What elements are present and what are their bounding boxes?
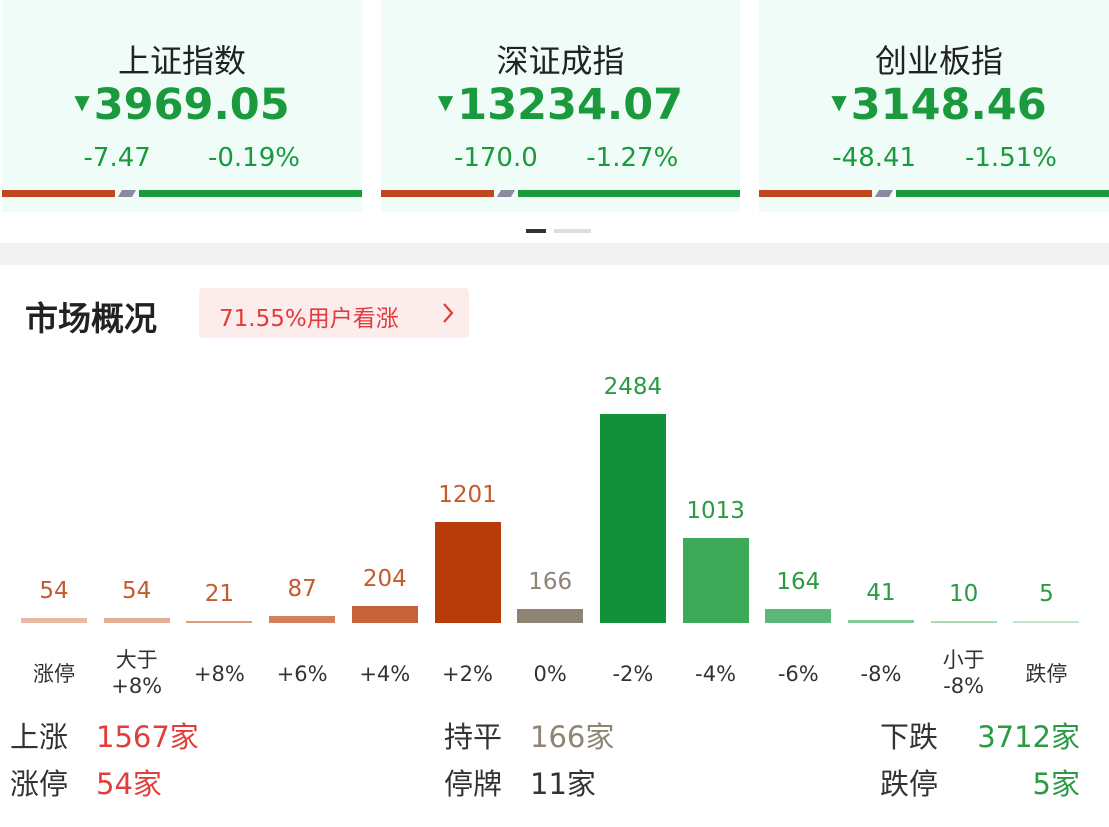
category-label: +2% [442,662,493,686]
index-value: 3148.46 [850,80,1047,130]
page-dot [554,229,591,233]
breadth-up [759,190,872,197]
index-name: 上证指数 [117,42,246,80]
summary-value: 11家 [530,767,596,801]
value-label: 1013 [686,497,745,524]
category-label: -8% [860,662,902,686]
index-pct: -1.51% [964,143,1057,173]
value-label: 5 [1039,581,1054,607]
index-pct: -1.27% [586,143,679,173]
summary-label: 持平 [444,720,503,754]
value-label: 164 [776,569,821,596]
bar [186,621,253,623]
value-label: 204 [362,565,407,592]
bar [269,615,336,623]
value-label: 21 [204,581,235,607]
index-value: 13234.07 [457,80,684,130]
breadth-flat [496,190,516,197]
bar [517,609,584,623]
breadth-flat [874,190,894,197]
category-label: +4% [359,662,411,686]
value-label: 2484 [603,374,663,400]
index-name: 深证成指 [496,42,625,80]
summary-label: 跌停 [880,767,939,801]
bar [682,537,749,623]
index-name: 创业板指 [874,42,1003,80]
breadth-down [896,190,1109,197]
sentiment-badge[interactable]: 71.55%用户看涨 [199,288,469,338]
index-value-row: ▼3969.05 [2,80,362,130]
bar [351,605,418,623]
summary-value: 3712家 [977,720,1080,754]
breadth-down [139,190,362,197]
value-label: 41 [866,579,896,606]
bar [848,619,914,623]
value-label: 1201 [438,481,497,508]
summary-label: 下跌 [880,720,939,754]
category-label: +8% [193,662,245,686]
section-title: 市场概况 [25,299,157,338]
value-label: 10 [949,581,979,607]
summary-label: 上涨 [10,720,69,754]
value-label: 54 [39,578,69,605]
page-dot-active [526,229,546,233]
index-pct: -0.19% [207,143,300,173]
down-arrow: ▼ [74,90,90,114]
summary-label: 涨停 [10,767,69,801]
separator [0,243,1109,265]
breadth-up [381,190,494,197]
category-label: 涨停 [33,662,75,686]
index-value: 3969.05 [93,80,290,130]
index-card[interactable]: 创业板指 ▼3148.46 -48.41 -1.51% [759,0,1109,212]
bar [1013,621,1080,623]
summary-value: 5家 [1032,767,1080,801]
breadth-down [518,190,740,197]
index-change: -48.41 [832,143,917,173]
down-arrow: ▼ [437,90,454,114]
breadth-up [2,190,115,197]
index-card[interactable]: 深证成指 ▼13234.07 -170.0 -1.27% [381,0,740,212]
category-label: 小于 -8% [942,648,985,698]
category-label: 大于 +8% [111,648,163,698]
index-change: -170.0 [453,143,538,173]
badge-text: 71.55%用户看涨 [219,306,399,332]
category-label: 跌停 [1025,662,1068,686]
bar [930,621,997,623]
summary-value: 1567家 [96,720,199,754]
category-label: 0% [533,662,567,686]
down-arrow: ▼ [831,90,847,114]
category-label: -6% [777,662,819,686]
category-label: -2% [612,662,654,686]
bar [434,521,501,623]
category-label: -4% [695,662,737,686]
chevron [443,303,454,323]
breadth-flat [117,190,137,197]
value-label: 87 [287,575,317,602]
bar [765,609,832,623]
index-value-row: ▼13234.07 [381,80,740,130]
index-card[interactable]: 上证指数 ▼3969.05 -7.47 -0.19% [2,0,362,212]
summary-value: 166家 [530,720,615,754]
value-label: 166 [528,569,573,596]
index-change: -7.47 [83,143,151,173]
category-label: +6% [276,662,328,686]
index-value-row: ▼3148.46 [759,80,1109,130]
summary-value: 54家 [96,767,162,801]
bar [103,618,170,623]
value-label: 54 [122,578,152,605]
bar [21,618,87,623]
summary-label: 停牌 [444,767,503,801]
bar [599,414,666,623]
